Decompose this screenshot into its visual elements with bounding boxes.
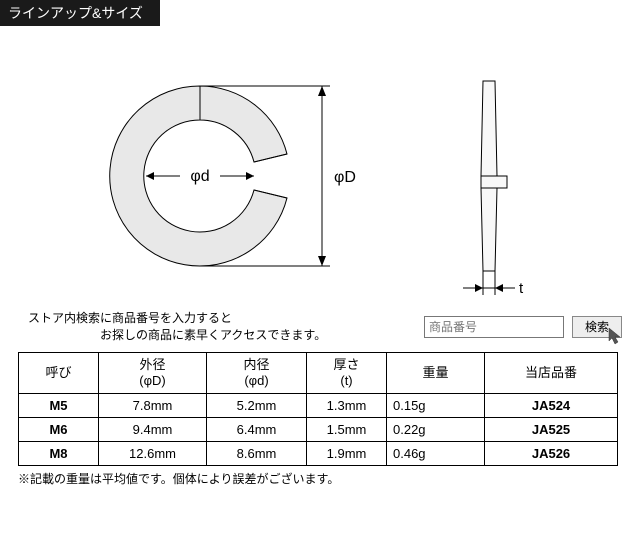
outer-dia-label: φD	[334, 169, 356, 186]
table-row: M812.6mm8.6mm1.9mm0.46gJA526	[19, 442, 618, 466]
col-outer: 外径(φD)	[99, 352, 207, 394]
col-weight: 重量	[387, 352, 485, 394]
search-button[interactable]: 検索	[572, 316, 622, 338]
col-thick: 厚さ(t)	[307, 352, 387, 394]
table-header-row: 呼び 外径(φD) 内径(φd) 厚さ(t) 重量 当店品番	[19, 352, 618, 394]
section-header: ラインアップ&サイズ	[0, 0, 160, 26]
spec-table: 呼び 外径(φD) 内径(φd) 厚さ(t) 重量 当店品番 M57.8mm5.…	[18, 352, 618, 467]
search-row: ストア内検索に商品番号を入力すると お探しの商品に素早くアクセスできます。 検索	[0, 306, 640, 352]
footnote: ※記載の重量は平均値です。個体により誤差がございます。	[18, 470, 622, 487]
col-partno: 当店品番	[485, 352, 618, 394]
table-row: M57.8mm5.2mm1.3mm0.15gJA524	[19, 394, 618, 418]
cursor-icon	[607, 327, 623, 345]
search-input[interactable]	[424, 316, 564, 338]
col-name: 呼び	[19, 352, 99, 394]
col-inner: 内径(φd)	[207, 352, 307, 394]
table-row: M69.4mm6.4mm1.5mm0.22gJA525	[19, 418, 618, 442]
search-hint: ストア内検索に商品番号を入力すると お探しの商品に素早くアクセスできます。	[28, 310, 416, 344]
inner-dia-label: φd	[190, 168, 209, 185]
thickness-label: t	[519, 280, 524, 297]
dimension-diagram: φd φD t	[0, 36, 640, 306]
